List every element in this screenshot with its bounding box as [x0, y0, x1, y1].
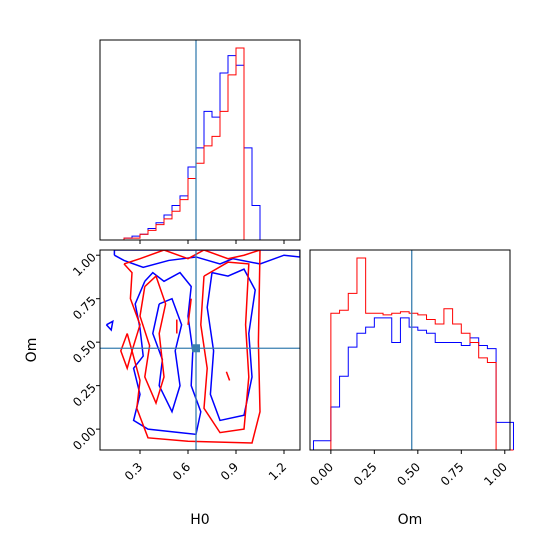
contour-blue-0: [113, 250, 300, 269]
h0-om-contour-panel: 0.3 0.6 0.9 1.2 0.00 0.25 0.50 0.75 1.00: [70, 249, 301, 483]
om-histogram-frame: [309, 249, 511, 451]
x-axis-label-h0: H0: [190, 512, 209, 528]
om-y-tick-label-0.00: 0.00: [70, 424, 99, 453]
h0-histogram-frame: [99, 39, 301, 241]
om-histogram-panel: 0.00 0.25 0.50 0.75 1.00: [307, 249, 514, 489]
h0-histogram-panel: [99, 39, 301, 244]
om-x-tick-label-0.50: 0.50: [394, 460, 423, 489]
om-y-tick-label-1.00: 1.00: [70, 250, 99, 279]
contour-blue-3: [206, 268, 256, 422]
contour-red-2: [200, 261, 250, 434]
x-axis-label-om: Om: [398, 512, 423, 528]
contour-frame: [99, 249, 301, 451]
om-y-tick-label-0.25: 0.25: [70, 381, 99, 410]
h0-hist-red: [123, 47, 260, 241]
om-x-tick-label-0.25: 0.25: [351, 460, 380, 489]
h0-tick-label-0.6: 0.6: [170, 460, 193, 483]
contour-red-5: [225, 371, 231, 381]
om-y-tick-label-0.50: 0.50: [70, 337, 99, 366]
contour-blue-2: [152, 297, 183, 414]
truth-marker: [192, 344, 200, 353]
h0-tick-label-0.9: 0.9: [218, 460, 241, 483]
contour-red-6: [187, 298, 192, 325]
om-hist-blue: [312, 317, 514, 450]
om-x-tick-label-0.75: 0.75: [438, 460, 467, 489]
contour-red-3: [120, 333, 133, 371]
om-hist-red: [313, 257, 514, 451]
h0-hist-blue: [123, 55, 261, 240]
contour-blue-4: [105, 319, 114, 332]
y-axis-label-om: Om: [24, 338, 40, 363]
contour-red-1: [139, 274, 167, 406]
om-x-tick-label-1.00: 1.00: [481, 460, 510, 489]
h0-tick-label-0.3: 0.3: [122, 460, 145, 483]
om-x-tick-label-0.00: 0.00: [307, 460, 336, 489]
om-y-tick-label-0.75: 0.75: [70, 294, 99, 323]
h0-tick-label-1.2: 1.2: [266, 460, 289, 483]
contour-red-0: [123, 250, 261, 444]
